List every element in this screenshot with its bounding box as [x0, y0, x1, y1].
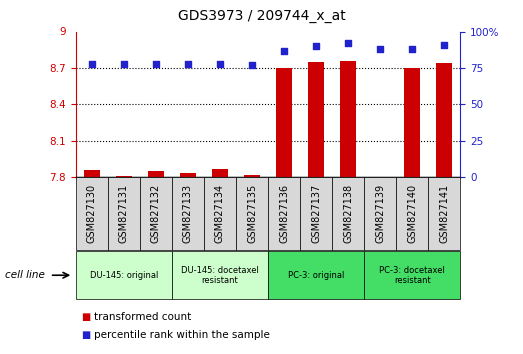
Text: GSM827140: GSM827140 [407, 184, 417, 243]
Bar [404, 68, 420, 177]
Bar [244, 175, 260, 177]
Point [184, 61, 192, 67]
Bar [276, 68, 292, 177]
Text: GSM827131: GSM827131 [119, 184, 129, 243]
Text: GSM827133: GSM827133 [183, 184, 193, 243]
Bar [116, 176, 132, 177]
Text: PC-3: docetaxel
resistant: PC-3: docetaxel resistant [379, 266, 445, 285]
Point [408, 46, 416, 52]
Text: 9: 9 [60, 27, 66, 37]
Text: GSM827138: GSM827138 [343, 184, 353, 243]
Text: ■: ■ [81, 330, 90, 339]
Point [152, 61, 160, 67]
Bar [148, 171, 164, 177]
Text: PC-3: original: PC-3: original [288, 271, 344, 280]
Text: GSM827136: GSM827136 [279, 184, 289, 243]
Point [216, 61, 224, 67]
Text: GSM827137: GSM827137 [311, 184, 321, 243]
Text: cell line: cell line [5, 270, 45, 280]
Point [120, 61, 128, 67]
Point [248, 62, 256, 68]
Point [440, 42, 448, 48]
Bar [308, 62, 324, 177]
Text: percentile rank within the sample: percentile rank within the sample [94, 330, 270, 339]
Bar [212, 169, 228, 177]
Text: GSM827132: GSM827132 [151, 184, 161, 243]
Point [376, 46, 384, 52]
Bar [436, 63, 452, 177]
Point [88, 61, 96, 67]
Text: GSM827134: GSM827134 [215, 184, 225, 243]
Text: GSM827141: GSM827141 [439, 184, 449, 243]
Bar [340, 61, 356, 177]
Text: GSM827139: GSM827139 [375, 184, 385, 243]
Text: ■: ■ [81, 312, 90, 322]
Bar [180, 173, 196, 177]
Point [280, 48, 288, 53]
Text: GSM827135: GSM827135 [247, 184, 257, 243]
Text: transformed count: transformed count [94, 312, 191, 322]
Text: DU-145: docetaxel
resistant: DU-145: docetaxel resistant [181, 266, 259, 285]
Text: GDS3973 / 209744_x_at: GDS3973 / 209744_x_at [178, 9, 345, 23]
Point [312, 44, 320, 49]
Text: DU-145: original: DU-145: original [90, 271, 158, 280]
Text: GSM827130: GSM827130 [87, 184, 97, 243]
Bar [84, 170, 100, 177]
Point [344, 41, 353, 46]
